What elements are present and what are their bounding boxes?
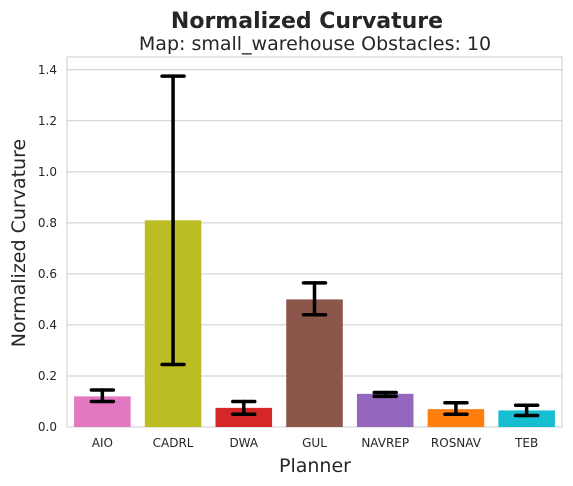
y-tick-label: 1.4 xyxy=(38,63,57,77)
y-tick-label: 0.6 xyxy=(38,267,57,281)
x-axis-ticks: AIO CADRL DWA GUL NAVREP ROSNAV TEB xyxy=(92,436,538,450)
bar-gul xyxy=(286,299,343,427)
y-axis-label: Normalized Curvature xyxy=(8,139,30,347)
y-tick-label: 1.2 xyxy=(38,114,57,128)
bar-teb xyxy=(498,410,555,427)
x-tick-label: NAVREP xyxy=(361,436,409,450)
x-tick-label: TEB xyxy=(514,436,538,450)
y-tick-label: 0.2 xyxy=(38,369,57,383)
chart-subtitle: Map: small_warehouse Obstacles: 10 xyxy=(139,33,491,55)
y-axis-ticks: 0.0 0.2 0.4 0.6 0.8 1.0 1.2 1.4 xyxy=(38,63,57,434)
y-tick-label: 0.0 xyxy=(38,420,57,434)
x-tick-label: CADRL xyxy=(153,436,194,450)
bar-dwa xyxy=(215,407,273,427)
x-tick-label: AIO xyxy=(92,436,113,450)
y-tick-label: 0.4 xyxy=(38,318,57,332)
x-tick-label: DWA xyxy=(229,436,258,450)
bar-navrep xyxy=(356,393,414,427)
x-tick-label: ROSNAV xyxy=(431,436,482,450)
chart-title: Normalized Curvature xyxy=(171,9,443,34)
y-tick-label: 1.0 xyxy=(38,165,57,179)
bar-rosnav xyxy=(427,409,485,427)
y-tick-label: 0.8 xyxy=(38,216,57,230)
x-tick-label: GUL xyxy=(302,436,327,450)
error-bars xyxy=(89,74,540,418)
x-axis-label: Planner xyxy=(279,455,351,477)
